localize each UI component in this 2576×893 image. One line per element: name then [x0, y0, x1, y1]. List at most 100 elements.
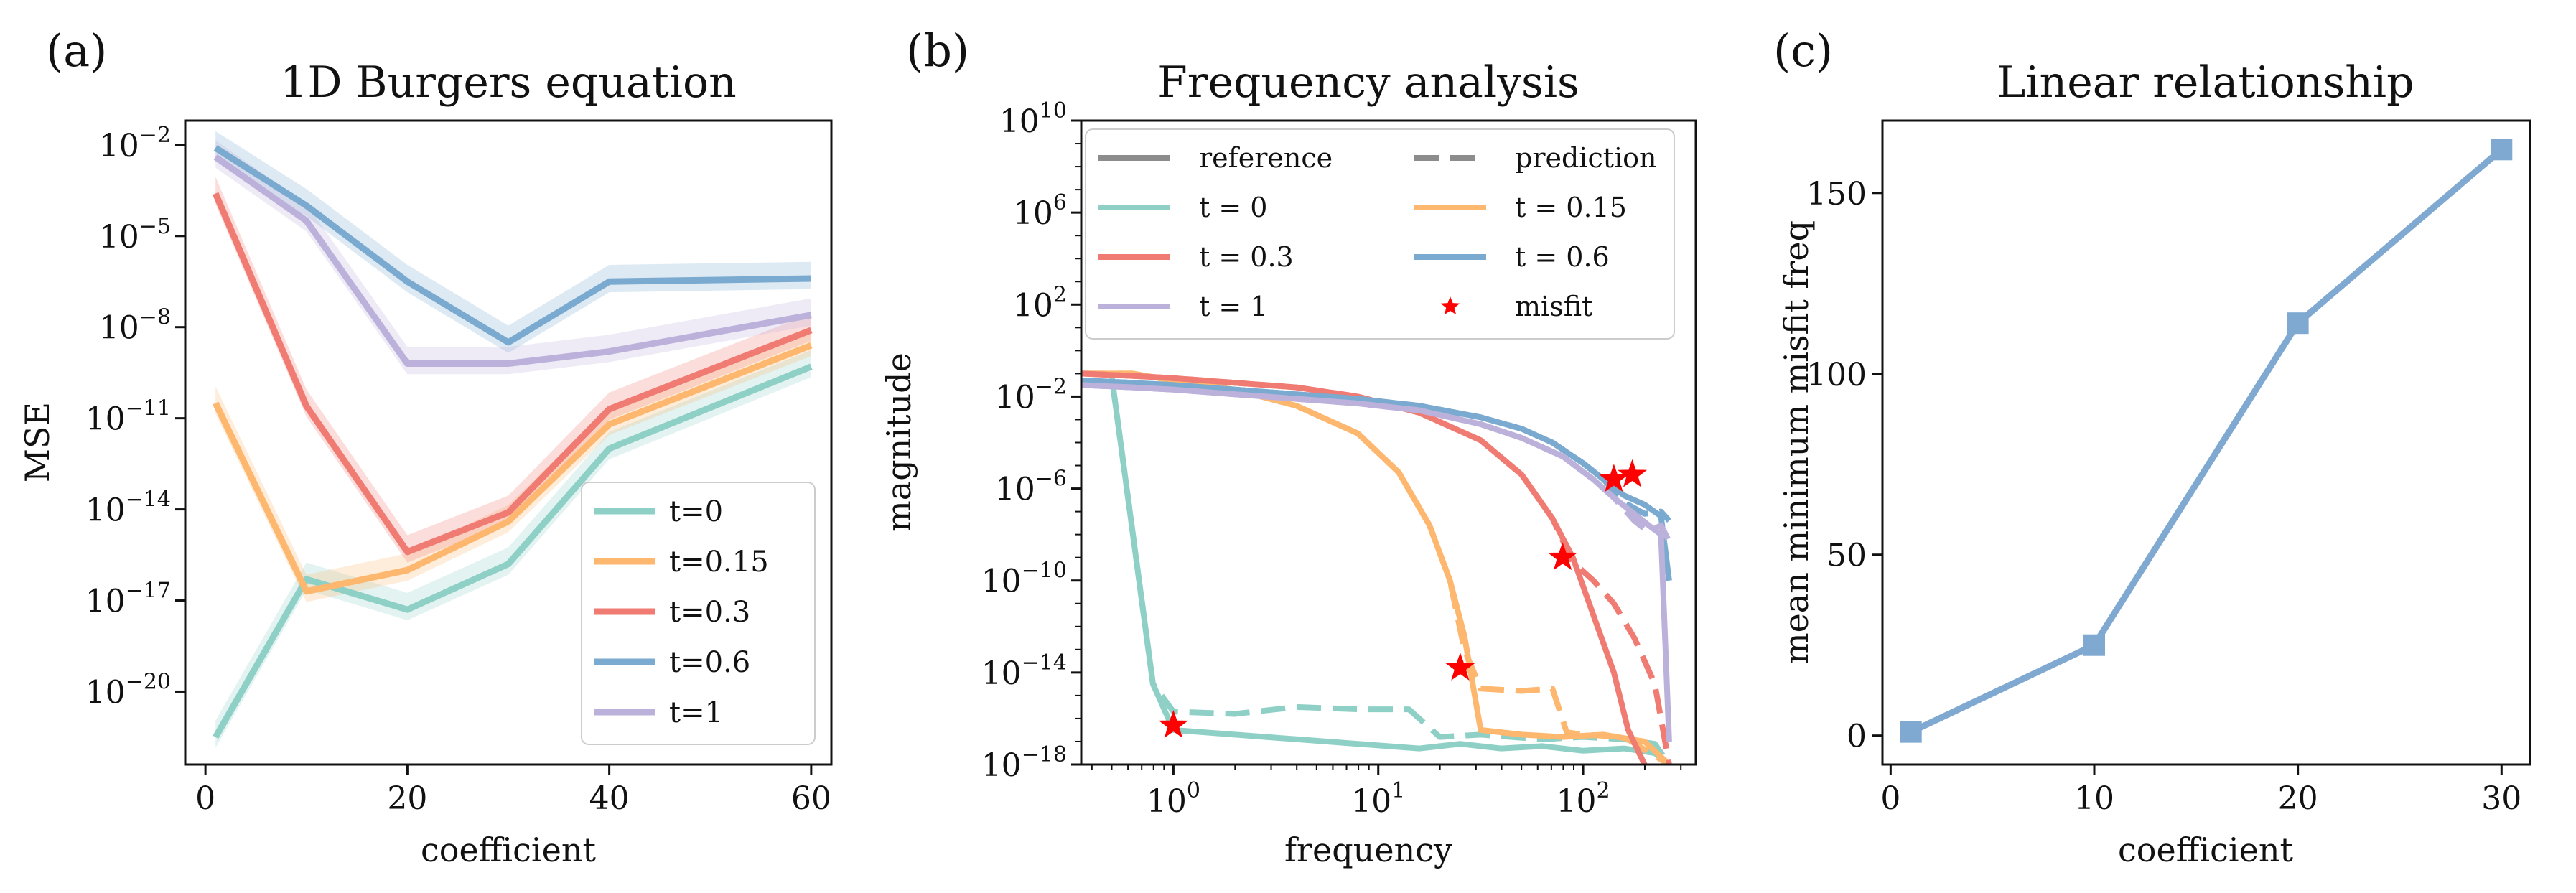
b-xtick-label: 102 [1557, 778, 1610, 820]
b-ytick-label-exp: −6 [1035, 467, 1067, 492]
b-ytick-label: 106 [1013, 190, 1067, 232]
panel-a: (a) 1D Burgers equation coefficient MSE … [18, 24, 833, 869]
c-xtick-label: 10 [2074, 780, 2114, 817]
a-series-line-1 [213, 342, 813, 595]
b-legend-label: t = 0 [1199, 192, 1267, 223]
b-legend-swatch [1440, 296, 1460, 315]
a-ytick-label-exp: −14 [126, 487, 171, 513]
b-ytick-label: 102 [1013, 282, 1067, 324]
b-series-line-5 [1081, 370, 1672, 765]
panel-a-xlabel: coefficient [421, 831, 596, 869]
panel-b-series [1081, 370, 1672, 765]
a-series-line-3 [213, 145, 811, 346]
b-ytick-label-base: 10 [1013, 195, 1053, 232]
b-xtick-label-exp: 2 [1597, 778, 1610, 803]
panel-c-label: (c) [1773, 24, 1833, 77]
c-ytick-label: 50 [1826, 538, 1867, 574]
b-ytick-label-exp: −14 [1022, 650, 1067, 675]
panel-b-misfit-markers [1158, 459, 1648, 738]
b-xtick-label-base: 10 [1351, 783, 1391, 820]
a-legend-label: t=0.3 [669, 596, 750, 629]
a-xtick-label: 20 [387, 780, 427, 817]
b-ytick-label-base: 10 [981, 747, 1022, 784]
b-series-line-3 [1081, 370, 1671, 765]
panel-b-xlabel: frequency [1284, 831, 1452, 869]
b-misfit-star [1618, 459, 1648, 487]
c-series-line [1909, 146, 2504, 735]
a-legend-label: t=0.6 [669, 646, 750, 679]
b-legend-label: t = 0.15 [1515, 192, 1627, 223]
b-legend-label: t = 0.3 [1199, 241, 1294, 273]
panel-b-legend-box [1085, 128, 1675, 340]
c-ytick-label: 100 [1806, 357, 1867, 393]
a-ytick-label-base: 10 [85, 401, 126, 438]
panel-a-legend-entries: t=0 t=0.15 t=0.3 t=0.6 t=1 [594, 495, 769, 729]
b-series-line-7 [1081, 378, 1671, 523]
b-ytick-label: 1010 [999, 98, 1067, 140]
b-ytick-label-base: 10 [995, 472, 1035, 508]
c-xtick-label: 0 [1880, 780, 1900, 817]
a-band-2 [215, 177, 811, 563]
b-ytick-label-base: 10 [981, 564, 1022, 600]
b-xtick-label-base: 10 [1147, 783, 1187, 820]
panel-a-label: (a) [46, 24, 107, 77]
b-legend-label: t = 1 [1199, 291, 1267, 322]
a-ytick-label: 10−8 [99, 305, 171, 347]
a-ytick-label: 10−20 [85, 669, 171, 711]
b-xtick-label-base: 10 [1557, 783, 1597, 820]
panel-b-legend-entries: reference prediction t = 0 t = 0.15 t = 0.3 t… [1098, 142, 1657, 322]
b-ytick-label-exp: −18 [1022, 742, 1067, 767]
panel-a-ylabel: MSE [18, 402, 57, 482]
a-band-0 [215, 350, 811, 748]
a-ytick-label-base: 10 [99, 310, 139, 347]
panel-b: (b) Frequency analysis frequency magnitu… [879, 24, 1697, 869]
c-xtick-label: 20 [2278, 780, 2318, 817]
b-legend-label: reference [1199, 142, 1333, 174]
a-xtick-label: 0 [195, 780, 215, 817]
panel-b-label: (b) [906, 24, 969, 77]
b-ytick-label: 10−6 [995, 467, 1067, 508]
b-ytick-label-exp: 2 [1053, 282, 1067, 307]
c-marker-square [2287, 312, 2309, 335]
panel-a-legend: t=0 t=0.15 t=0.3 t=0.6 t=1 [581, 482, 816, 745]
c-xtick-label: 30 [2481, 780, 2521, 817]
b-legend-label: t = 0.6 [1515, 241, 1610, 273]
c-marker-square [2491, 139, 2513, 161]
a-legend-label: t=0 [669, 495, 723, 528]
a-ytick-label-exp: −11 [126, 396, 171, 421]
a-ytick-label-base: 10 [85, 492, 126, 529]
panel-a-series [213, 145, 813, 739]
a-band-1 [215, 328, 811, 602]
panel-c-series [1900, 139, 2513, 743]
b-legend-label: prediction [1515, 142, 1657, 174]
a-ytick-label: 10−11 [85, 396, 171, 438]
a-legend-label: t=1 [669, 696, 723, 729]
c-ytick-label: 0 [1847, 719, 1867, 755]
b-misfit-star [1158, 709, 1188, 738]
panel-a-legend-box [581, 482, 816, 745]
b-ytick-label-exp: −2 [1035, 374, 1067, 399]
a-ytick-label: 10−14 [85, 487, 171, 529]
panel-c-frame [1881, 119, 2531, 766]
panel-b-legend: reference prediction t = 0 t = 0.15 t = 0.3 t… [1085, 128, 1675, 340]
a-ytick-label-exp: −20 [126, 669, 171, 694]
b-misfit-star [1548, 542, 1578, 571]
a-ytick-label-exp: −8 [139, 305, 171, 330]
b-series-line-0 [1109, 378, 1671, 765]
a-ytick-label-base: 10 [85, 584, 126, 620]
b-xtick-label-exp: 0 [1187, 778, 1200, 803]
a-series-line-4 [213, 154, 812, 367]
c-marker-square [1900, 721, 1922, 743]
b-ytick-label: 10−18 [981, 742, 1067, 784]
a-xtick-label: 60 [791, 780, 831, 817]
panel-c-title: Linear relationship [1997, 57, 2414, 108]
b-ytick-label-exp: 6 [1053, 190, 1067, 215]
b-series-line-9 [1081, 382, 1672, 543]
a-series-line-0 [213, 363, 813, 739]
a-ytick-label-exp: −17 [126, 579, 171, 604]
b-ytick-label-base: 10 [995, 379, 1035, 416]
b-ytick-label: 10−14 [981, 650, 1067, 692]
panel-a-title: 1D Burgers equation [280, 57, 737, 108]
